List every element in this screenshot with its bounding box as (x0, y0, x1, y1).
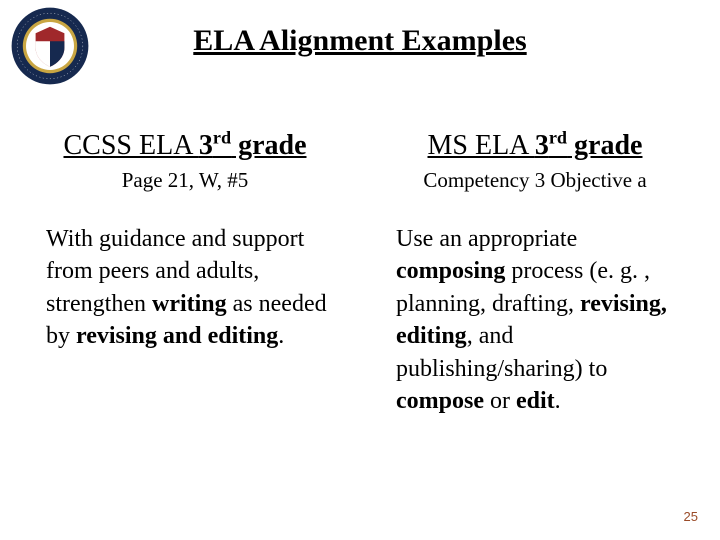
heading-plain: MS ELA (428, 130, 535, 161)
heading-bold: 3rd grade (199, 130, 307, 161)
left-column-body: With guidance and support from peers and… (24, 223, 346, 353)
text-run: revising and editing (76, 323, 278, 349)
text-run: compose (396, 388, 484, 414)
heading-plain: CCSS ELA (63, 130, 198, 161)
text-run: writing (152, 291, 227, 317)
left-column: CCSS ELA 3rd grade Page 21, W, #5 With g… (24, 130, 346, 417)
text-run: or (484, 388, 516, 414)
text-run: . (278, 323, 284, 349)
text-run: Use an appropriate (396, 226, 577, 252)
right-column: MS ELA 3rd grade Competency 3 Objective … (374, 130, 696, 417)
right-column-heading: MS ELA 3rd grade (374, 130, 696, 162)
right-column-subheading: Competency 3 Objective a (374, 168, 696, 193)
heading-bold: 3rd grade (535, 130, 643, 161)
left-column-heading: CCSS ELA 3rd grade (24, 130, 346, 162)
text-run: edit (516, 388, 555, 414)
right-column-body: Use an appropriate composing process (e.… (374, 223, 696, 417)
left-column-subheading: Page 21, W, #5 (24, 168, 346, 193)
page-number: 25 (684, 509, 698, 524)
slide-title: ELA Alignment Examples (0, 24, 720, 58)
columns-container: CCSS ELA 3rd grade Page 21, W, #5 With g… (24, 130, 696, 417)
slide: ELA Alignment Examples CCSS ELA 3rd grad… (0, 0, 720, 540)
text-run: composing (396, 258, 505, 284)
text-run: . (555, 388, 561, 414)
